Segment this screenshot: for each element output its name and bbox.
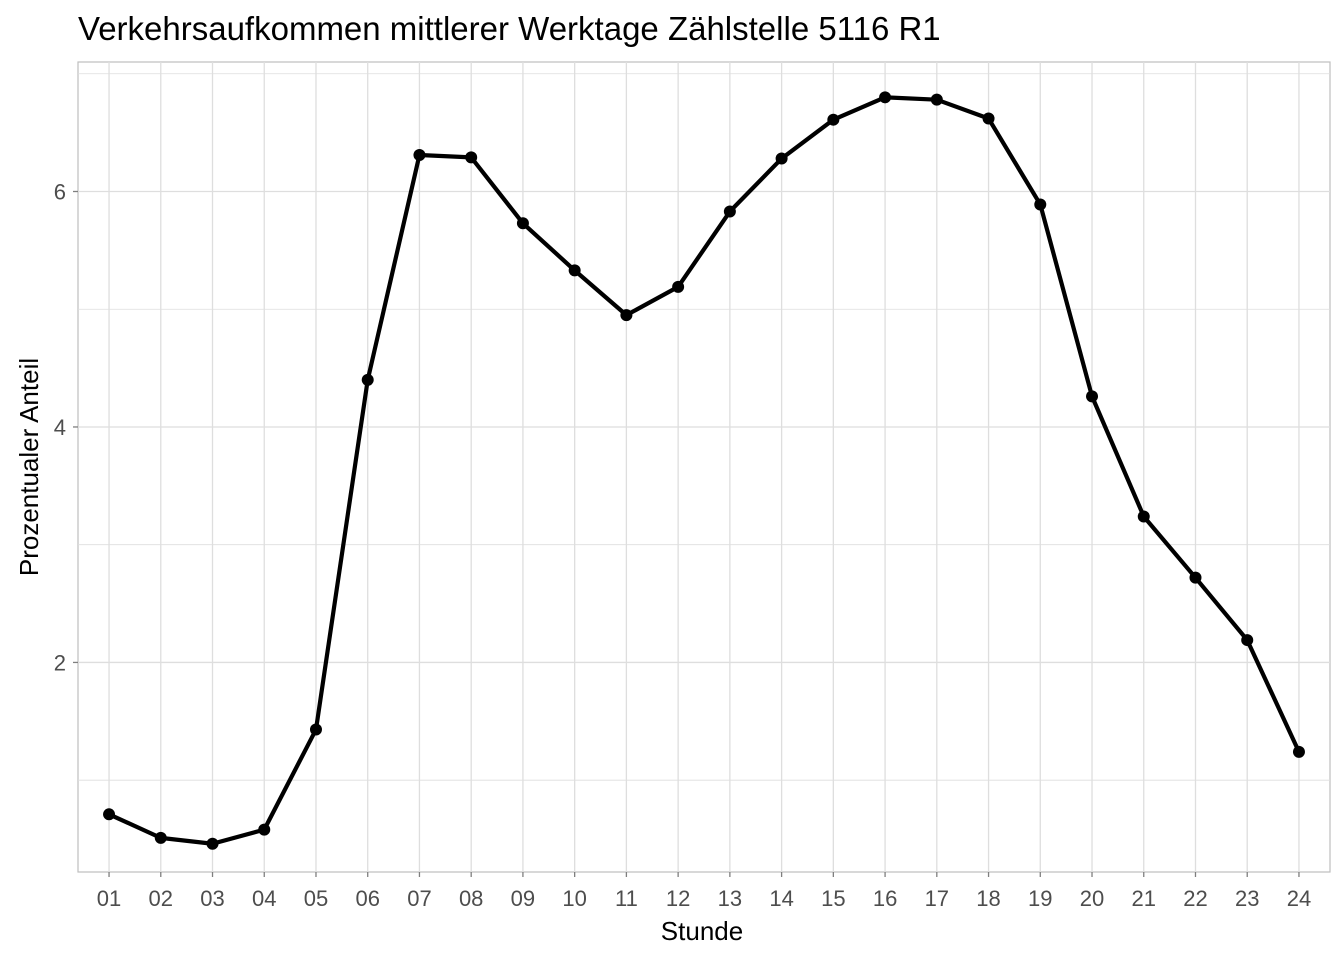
x-tick-label: 18 [976, 886, 1000, 911]
data-point [413, 149, 426, 162]
data-point [879, 91, 892, 104]
data-point [154, 831, 167, 844]
data-point [516, 217, 529, 230]
data-point [361, 373, 374, 386]
chart-title: Verkehrsaufkommen mittlerer Werktage Zäh… [78, 10, 941, 47]
x-tick-label: 14 [769, 886, 793, 911]
data-point [1086, 390, 1099, 403]
x-tick-label: 12 [666, 886, 690, 911]
minor-gridlines [78, 73, 1330, 781]
x-tick-label: 06 [355, 886, 379, 911]
data-point [1137, 510, 1150, 523]
major-gridlines [78, 62, 1330, 872]
x-tick-label: 11 [615, 886, 638, 911]
plot-panel [77, 61, 1331, 873]
x-tick-label: 19 [1028, 886, 1052, 911]
data-point [672, 280, 685, 293]
x-tick-label: 05 [304, 886, 328, 911]
y-tick-labels: 2 4 6 [54, 180, 66, 676]
x-tick-label: 20 [1080, 886, 1104, 911]
x-tick-label: 21 [1132, 886, 1156, 911]
x-tick-label: 23 [1235, 886, 1259, 911]
y-tick-label: 2 [54, 650, 66, 675]
data-point [930, 93, 943, 106]
data-point [620, 309, 633, 322]
x-tick-label: 04 [252, 886, 276, 911]
x-tick-label: 24 [1287, 886, 1311, 911]
x-tick-label: 07 [407, 886, 431, 911]
data-point [827, 113, 840, 126]
x-tick-label: 22 [1183, 886, 1207, 911]
y-tick-label: 4 [54, 415, 66, 440]
data-point [206, 837, 219, 850]
data-point [309, 723, 322, 736]
data-point [982, 112, 995, 125]
data-point [1241, 634, 1254, 647]
series-line [106, 95, 1302, 846]
data-point [723, 205, 736, 218]
series-line-group [106, 95, 1302, 846]
y-tick-label: 6 [54, 180, 66, 205]
x-tick-label: 17 [925, 886, 949, 911]
x-axis-title: Stunde [661, 916, 743, 946]
x-tick-label: 16 [873, 886, 897, 911]
data-point [465, 151, 478, 164]
x-tick-label: 03 [200, 886, 224, 911]
data-point [1292, 745, 1305, 758]
x-tick-label: 08 [459, 886, 483, 911]
data-point [103, 808, 116, 821]
x-tick-label: 01 [97, 886, 121, 911]
y-axis-title: Prozentualer Anteil [14, 358, 44, 576]
data-point [1034, 198, 1047, 211]
x-tick-label: 15 [821, 886, 845, 911]
x-tick-label: 13 [718, 886, 742, 911]
data-point [1189, 571, 1202, 584]
axis-ticks [73, 190, 1300, 877]
x-tick-label: 10 [562, 886, 586, 911]
x-tick-label: 02 [149, 886, 173, 911]
data-point [775, 152, 788, 165]
data-point [568, 264, 581, 277]
data-point [258, 823, 271, 836]
x-tick-labels: 01 02 03 04 05 06 07 08 09 10 11 12 13 14 15 16 17 18 19 20… [97, 886, 1311, 911]
x-tick-label: 09 [511, 886, 535, 911]
data-points [103, 91, 1305, 850]
